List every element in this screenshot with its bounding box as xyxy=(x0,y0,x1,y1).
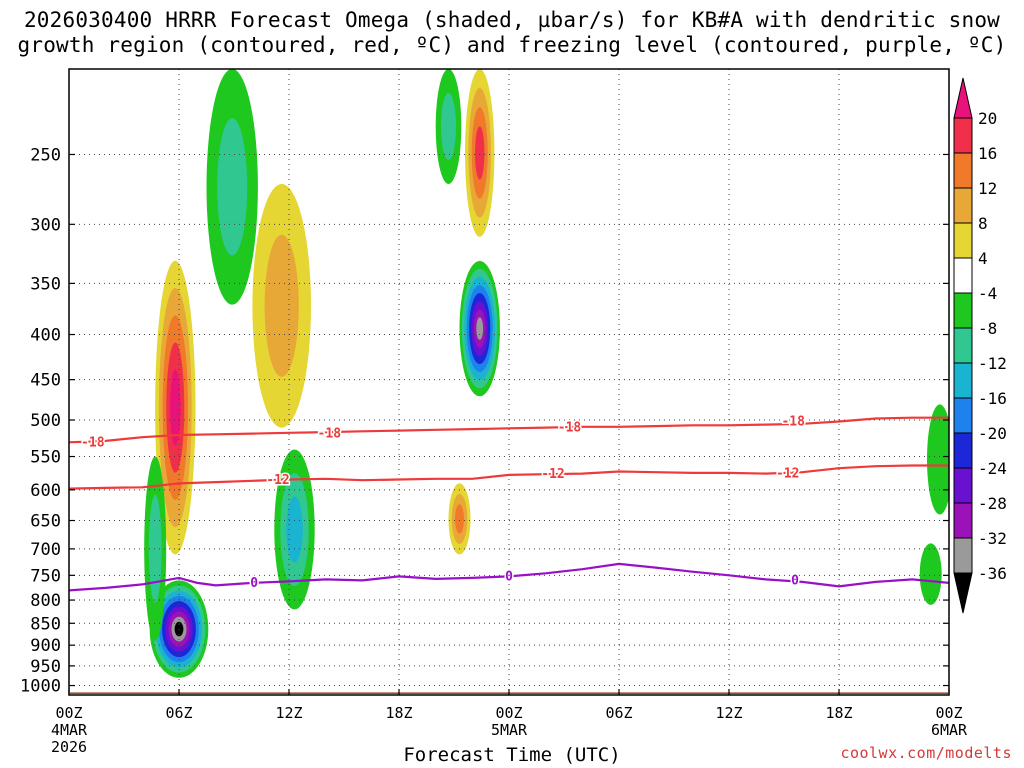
colorbar-tick-label: 12 xyxy=(978,179,997,198)
x-tick-label: 5MAR xyxy=(491,721,528,739)
colorbar-bin xyxy=(953,502,973,539)
colorbar-tick-label: -8 xyxy=(978,319,997,338)
colorbar-tick-label: -16 xyxy=(978,389,1007,408)
colorbar-max-triangle xyxy=(953,77,973,119)
colorbar: 20 16 12 8 4 -4 -8 -12 -16 -20 -24 -28 -32 -36 xyxy=(953,77,1007,614)
y-tick-label: 700 xyxy=(30,540,61,560)
x-tick-label: 18Z xyxy=(825,704,852,722)
colorbar-bin xyxy=(953,467,973,504)
omega-cell-7-2 xyxy=(286,496,303,563)
colorbar-bin xyxy=(953,187,973,224)
x-tick-label: 4MAR xyxy=(51,721,88,739)
x-tick-label: 6MAR xyxy=(931,721,968,739)
chart-title-line-2: growth region (contoured, red, ºC) and f… xyxy=(17,33,1007,57)
contour-label: -18 xyxy=(781,415,805,430)
colorbar-bin xyxy=(953,362,973,399)
colorbar-tick-label: 20 xyxy=(978,109,997,128)
x-tick-label: 12Z xyxy=(275,704,302,722)
y-tick-label: 1000 xyxy=(20,677,61,697)
omega-cell-8-1 xyxy=(441,93,456,160)
contour-layer xyxy=(69,416,949,592)
colorbar-tick-label: 4 xyxy=(978,249,988,268)
y-axis-ticks: 2503003504004505005506006507007508008509… xyxy=(20,145,949,697)
colorbar-bin xyxy=(953,537,973,574)
x-tick-label: 06Z xyxy=(605,704,632,722)
colorbar-bin xyxy=(953,222,973,259)
omega-cell-10-0 xyxy=(927,404,949,515)
y-tick-label: 950 xyxy=(30,657,61,677)
colorbar-bin xyxy=(953,117,973,154)
y-tick-label: 550 xyxy=(30,448,61,468)
colorbar-tick-label: -36 xyxy=(978,564,1007,583)
y-tick-label: 650 xyxy=(30,512,61,532)
colorbar-tick-label: -28 xyxy=(978,494,1007,513)
contour-label: -18 xyxy=(558,421,582,436)
colorbar-tick-label: -12 xyxy=(978,354,1007,373)
colorbar-bin xyxy=(953,432,973,469)
y-tick-label: 600 xyxy=(30,481,61,501)
omega-cell-2-1 xyxy=(148,494,162,603)
y-tick-label: 250 xyxy=(30,145,61,165)
colorbar-bin xyxy=(953,257,973,294)
x-tick-label: 00Z xyxy=(495,704,522,722)
colorbar-min-triangle xyxy=(953,572,973,614)
colorbar-tick-label: 8 xyxy=(978,214,988,233)
contour-label: -18 xyxy=(318,427,342,442)
contour-label: -12 xyxy=(541,467,564,482)
colorbar-bin xyxy=(953,327,973,364)
contour-label: -18 xyxy=(81,435,105,450)
y-tick-label: 450 xyxy=(30,371,61,391)
x-axis-title: Forecast Time (UTC) xyxy=(403,744,621,766)
contour-line-m12 xyxy=(69,464,949,490)
x-tick-label: 00Z xyxy=(935,704,962,722)
y-tick-label: 850 xyxy=(30,614,61,634)
y-tick-label: 500 xyxy=(30,411,61,431)
colorbar-tick-label: -24 xyxy=(978,459,1007,478)
x-tick-label: 2026 xyxy=(51,738,87,756)
colorbar-bin xyxy=(953,152,973,189)
x-tick-label: 06Z xyxy=(165,704,192,722)
y-tick-label: 900 xyxy=(30,636,61,656)
grid-layer xyxy=(69,69,949,695)
contour-label: -12 xyxy=(266,473,289,488)
site-credit: coolwx.com/modelts xyxy=(840,744,1012,762)
contour-label-layer: -18 -18 -18 -18 -12 -12 -12 0 0 0 xyxy=(80,413,807,592)
contour-line-0 xyxy=(69,562,949,592)
contour-label: 0 xyxy=(505,569,513,584)
omega-cell-11-0 xyxy=(919,543,942,605)
chart-title-line-1: 2026030400 HRRR Forecast Omega (shaded, … xyxy=(23,8,1001,32)
colorbar-tick-label: -4 xyxy=(978,284,997,303)
colorbar-tick-label: -20 xyxy=(978,424,1007,443)
omega-cell-3-7 xyxy=(476,317,484,340)
omega-cell-4-3 xyxy=(475,126,485,180)
colorbar-bin xyxy=(953,292,973,329)
x-tick-label: 18Z xyxy=(385,704,412,722)
colorbar-tick-label: 16 xyxy=(978,144,997,163)
colorbar-tick-label: -32 xyxy=(978,529,1007,548)
omega-cell-9-2 xyxy=(455,504,464,534)
omega-cell-6-1 xyxy=(264,234,299,377)
x-tick-label: 00Z xyxy=(55,704,82,722)
y-tick-label: 300 xyxy=(30,215,61,235)
y-tick-label: 750 xyxy=(30,566,61,586)
contour-label: 0 xyxy=(791,573,799,588)
y-tick-label: 400 xyxy=(30,326,61,346)
contour-line-m18 xyxy=(69,416,949,444)
x-tick-label: 12Z xyxy=(715,704,742,722)
y-tick-label: 350 xyxy=(30,274,61,294)
omega-cell-1-4 xyxy=(170,369,181,446)
contour-label: 0 xyxy=(250,576,258,591)
contour-label: -12 xyxy=(776,467,799,482)
colorbar-bin xyxy=(953,397,973,434)
omega-cell-5-1 xyxy=(217,118,248,256)
y-tick-label: 800 xyxy=(30,591,61,611)
